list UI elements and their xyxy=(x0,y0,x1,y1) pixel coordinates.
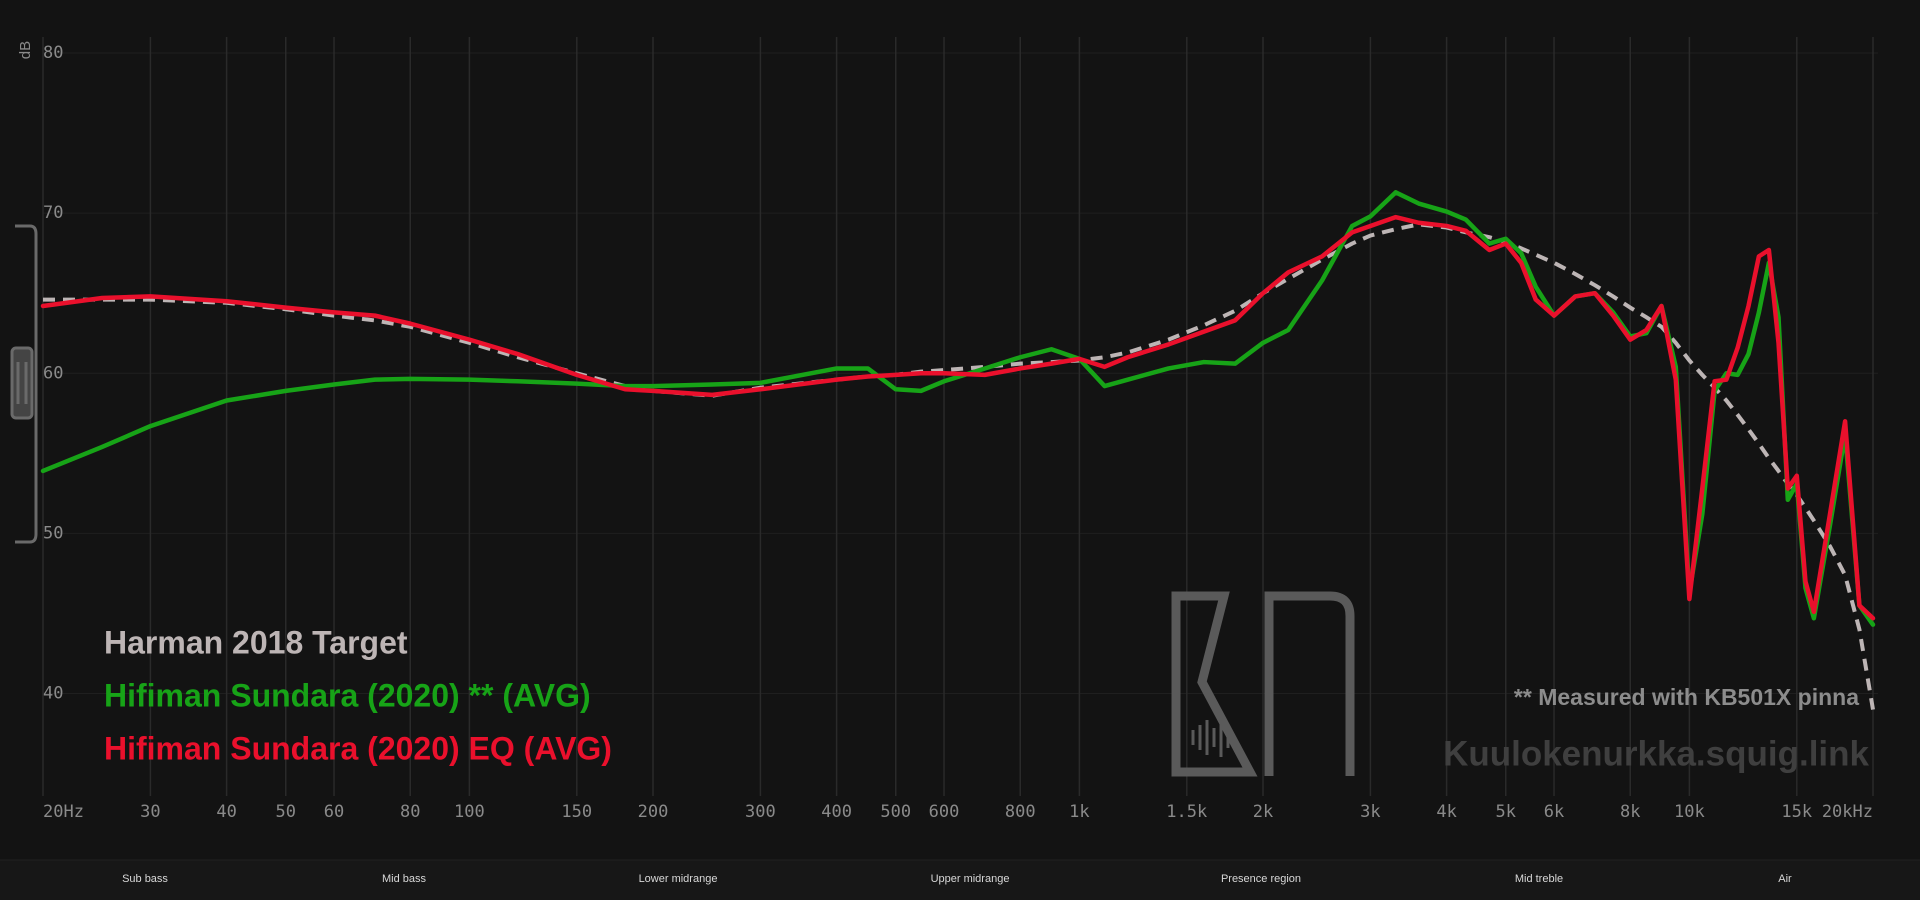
legend-entry: Hifiman Sundara (2020) ** (AVG) xyxy=(104,677,591,713)
x-tick-label: 6k xyxy=(1544,802,1564,822)
y-tick-label: 70 xyxy=(43,203,63,223)
band-strip xyxy=(0,860,1920,900)
x-tick-label: 50 xyxy=(276,802,296,822)
x-tick-label: 2k xyxy=(1253,802,1273,822)
x-tick-label: 80 xyxy=(400,802,420,822)
grid xyxy=(42,37,1878,796)
x-tick-label: 600 xyxy=(929,802,960,822)
x-tick-label: 4k xyxy=(1436,802,1456,822)
x-tick-label: 20Hz xyxy=(43,802,84,822)
x-tick-label: 200 xyxy=(638,802,669,822)
y-tick-label: 60 xyxy=(43,363,63,383)
plot-background xyxy=(0,0,1920,860)
logo xyxy=(1171,591,1355,777)
x-tick-label: 800 xyxy=(1005,802,1036,822)
x-tick-label: 10k xyxy=(1674,802,1705,822)
band-label: Air xyxy=(1778,873,1792,885)
note: ** Measured with KB501X pinna xyxy=(1514,684,1859,710)
range-handle[interactable] xyxy=(10,224,38,544)
x-tick-label: 500 xyxy=(880,802,911,822)
band-label: Mid treble xyxy=(1515,873,1563,885)
x-tick-label: 100 xyxy=(454,802,485,822)
legend-entry: Hifiman Sundara (2020) EQ (AVG) xyxy=(104,730,612,766)
band-label: Upper midrange xyxy=(931,873,1010,885)
x-tick-label: 5k xyxy=(1496,802,1516,822)
y-tick-label: 40 xyxy=(43,684,63,704)
watermark: Kuulokenurkka.squig.link xyxy=(1443,734,1869,773)
x-tick-label: 15k xyxy=(1781,802,1812,822)
x-tick-label: 20kHz xyxy=(1822,802,1873,822)
x-tick-label: 400 xyxy=(821,802,852,822)
series-line xyxy=(40,190,1876,627)
x-tick-label: 1.5k xyxy=(1166,802,1207,822)
y-tick-label: 80 xyxy=(43,43,63,63)
y-axis-label: dB xyxy=(17,41,34,59)
legend-entry: Harman 2018 Target xyxy=(104,624,408,660)
x-tick-label: 8k xyxy=(1620,802,1640,822)
band-label: Mid bass xyxy=(382,873,427,885)
y-tick-label: 50 xyxy=(43,523,63,543)
x-tick-label: 300 xyxy=(745,802,776,822)
x-tick-label: 30 xyxy=(140,802,160,822)
x-tick-label: 60 xyxy=(324,802,344,822)
x-tick-label: 150 xyxy=(561,802,592,822)
series-line xyxy=(40,214,1876,621)
band-label: Presence region xyxy=(1221,873,1301,885)
band-label: Lower midrange xyxy=(639,873,718,885)
band-label: Sub bass xyxy=(122,873,168,885)
x-tick-label: 40 xyxy=(216,802,236,822)
curves xyxy=(40,190,1876,710)
x-tick-label: 1k xyxy=(1069,802,1089,822)
x-tick-label: 3k xyxy=(1360,802,1380,822)
